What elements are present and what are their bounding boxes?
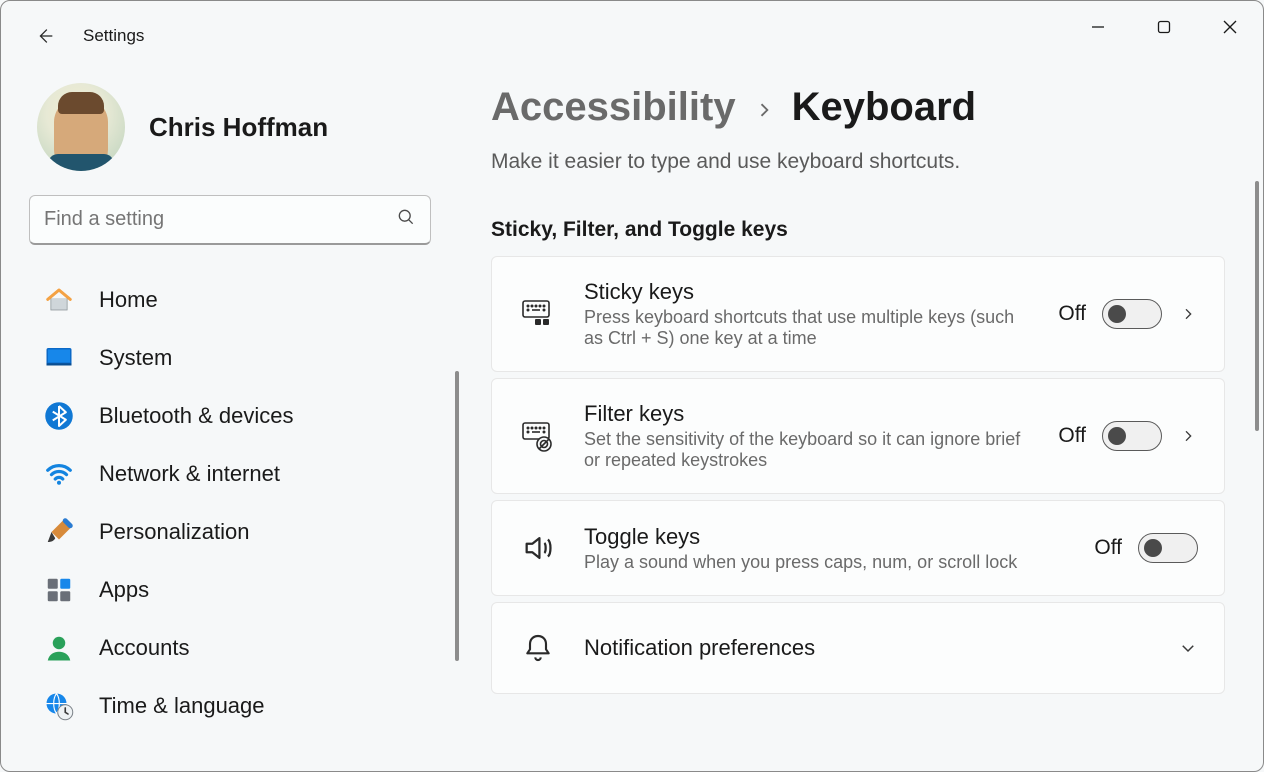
search-icon [396, 207, 416, 232]
setting-description: Play a sound when you press caps, num, o… [584, 552, 1094, 573]
nav-label: Personalization [99, 519, 249, 545]
user-profile[interactable]: Chris Hoffman [29, 71, 447, 195]
toggle-state-label: Off [1094, 536, 1122, 560]
page-description: Make it easier to type and use keyboard … [491, 150, 1233, 174]
clock-globe-icon [43, 690, 75, 722]
breadcrumb-current: Keyboard [792, 85, 977, 130]
setting-filter-keys[interactable]: Filter keys Set the sensitivity of the k… [491, 378, 1225, 494]
setting-notification-preferences[interactable]: Notification preferences [491, 602, 1225, 694]
filter-keys-toggle[interactable] [1102, 421, 1162, 451]
home-icon [43, 284, 75, 316]
nav-list: Home System Bluetooth & devices Network … [29, 273, 447, 733]
section-title: Sticky, Filter, and Toggle keys [491, 218, 1233, 242]
bluetooth-icon [43, 400, 75, 432]
chevron-right-icon [754, 94, 774, 128]
maximize-button[interactable] [1131, 1, 1197, 53]
nav-item-network[interactable]: Network & internet [29, 447, 447, 501]
back-button[interactable] [25, 16, 65, 56]
sound-icon [518, 528, 558, 568]
sidebar: Chris Hoffman Home System [1, 71, 461, 771]
setting-sticky-keys[interactable]: Sticky keys Press keyboard shortcuts tha… [491, 256, 1225, 372]
search-input[interactable] [44, 208, 396, 231]
chevron-down-icon [1178, 638, 1198, 658]
nav-item-time[interactable]: Time & language [29, 679, 447, 733]
accounts-icon [43, 632, 75, 664]
chevron-right-icon [1178, 304, 1198, 324]
breadcrumb: Accessibility Keyboard [491, 85, 1233, 130]
breadcrumb-parent[interactable]: Accessibility [491, 85, 736, 130]
app-title: Settings [83, 26, 144, 46]
nav-item-system[interactable]: System [29, 331, 447, 385]
nav-label: System [99, 345, 172, 371]
nav-label: Accounts [99, 635, 190, 661]
setting-toggle-keys[interactable]: Toggle keys Play a sound when you press … [491, 500, 1225, 596]
toggle-state-label: Off [1058, 302, 1086, 326]
bell-icon [518, 628, 558, 668]
chevron-right-icon [1178, 426, 1198, 446]
settings-list: Sticky keys Press keyboard shortcuts tha… [491, 256, 1225, 694]
toggle-state-label: Off [1058, 424, 1086, 448]
close-button[interactable] [1197, 1, 1263, 53]
sticky-keys-toggle[interactable] [1102, 299, 1162, 329]
apps-icon [43, 574, 75, 606]
nav-item-accounts[interactable]: Accounts [29, 621, 447, 675]
paintbrush-icon [43, 516, 75, 548]
toggle-keys-toggle[interactable] [1138, 533, 1198, 563]
nav-label: Bluetooth & devices [99, 403, 293, 429]
filter-keys-icon [518, 416, 558, 456]
nav-label: Network & internet [99, 461, 280, 487]
nav-item-apps[interactable]: Apps [29, 563, 447, 617]
nav-item-bluetooth[interactable]: Bluetooth & devices [29, 389, 447, 443]
avatar [37, 83, 125, 171]
nav-item-personalization[interactable]: Personalization [29, 505, 447, 559]
nav-label: Home [99, 287, 158, 313]
system-icon [43, 342, 75, 374]
wifi-icon [43, 458, 75, 490]
nav-label: Apps [99, 577, 149, 603]
setting-description: Set the sensitivity of the keyboard so i… [584, 429, 1024, 471]
main-scrollbar[interactable] [1255, 181, 1259, 431]
window-controls [1065, 1, 1263, 53]
nav-label: Time & language [99, 693, 265, 719]
setting-title: Notification preferences [584, 635, 1178, 661]
setting-title: Toggle keys [584, 524, 1094, 550]
sticky-keys-icon [518, 294, 558, 334]
user-name: Chris Hoffman [149, 112, 328, 143]
setting-title: Filter keys [584, 401, 1058, 427]
main-content: Accessibility Keyboard Make it easier to… [461, 71, 1263, 771]
sidebar-scrollbar[interactable] [455, 371, 459, 661]
setting-description: Press keyboard shortcuts that use multip… [584, 307, 1024, 349]
search-box[interactable] [29, 195, 431, 245]
setting-title: Sticky keys [584, 279, 1058, 305]
nav-item-home[interactable]: Home [29, 273, 447, 327]
minimize-button[interactable] [1065, 1, 1131, 53]
